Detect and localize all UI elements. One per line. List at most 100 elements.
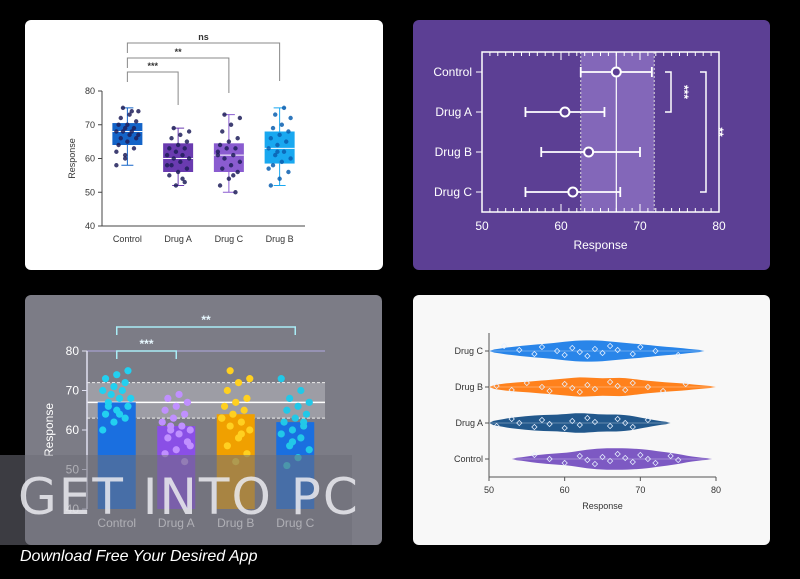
data-point xyxy=(305,446,313,454)
data-point xyxy=(270,125,276,131)
data-point xyxy=(682,380,689,388)
data-point xyxy=(122,125,128,131)
significance-bracket xyxy=(126,57,230,93)
x-tick-label: 60 xyxy=(554,219,568,233)
data-point xyxy=(125,122,130,127)
data-point xyxy=(553,347,561,355)
data-point xyxy=(113,371,121,379)
data-point xyxy=(136,109,141,114)
data-point xyxy=(279,159,285,165)
data-point xyxy=(172,446,180,454)
data-point xyxy=(99,386,107,395)
data-point xyxy=(286,169,291,175)
data-point xyxy=(273,112,278,117)
data-point xyxy=(178,132,183,138)
data-point xyxy=(178,159,183,165)
data-point xyxy=(234,379,243,387)
data-point xyxy=(107,390,115,399)
data-point xyxy=(538,383,546,391)
data-point xyxy=(226,422,234,430)
data-point xyxy=(561,424,568,432)
data-point xyxy=(235,169,240,175)
data-point xyxy=(120,129,126,134)
mean-marker xyxy=(583,146,595,158)
data-point xyxy=(297,386,305,395)
data-point xyxy=(659,387,667,395)
significance-label: ns xyxy=(198,32,209,42)
data-point xyxy=(237,418,245,426)
data-point xyxy=(546,455,553,463)
data-point xyxy=(215,152,221,158)
data-point xyxy=(217,183,223,188)
x-tick-label: 80 xyxy=(711,485,721,495)
watermark-banner xyxy=(0,455,352,545)
data-point xyxy=(104,402,112,410)
data-point xyxy=(118,115,123,121)
data-point xyxy=(569,344,576,352)
x-tick-label: 60 xyxy=(560,485,570,495)
data-point xyxy=(115,394,124,402)
data-point xyxy=(531,451,538,459)
data-point xyxy=(516,346,523,354)
data-point xyxy=(268,136,274,141)
data-point xyxy=(184,139,190,144)
watermark-tagline: Download Free Your Desired App xyxy=(20,548,258,565)
data-point xyxy=(218,414,226,422)
data-point xyxy=(164,152,170,158)
data-point xyxy=(182,179,187,185)
data-point xyxy=(644,455,652,463)
data-point xyxy=(131,146,137,151)
y-tick-label: 70 xyxy=(85,120,95,130)
data-point xyxy=(569,417,576,425)
mean-marker xyxy=(559,106,571,118)
data-point xyxy=(233,146,238,151)
box-drug-c xyxy=(213,143,244,172)
significance-bracket xyxy=(126,71,179,105)
significance-bracket xyxy=(116,326,296,335)
y-tick-label: 70 xyxy=(66,384,80,398)
violin-plot-chart: 50 60 70 80 Response Drug C Drug B Drug A Contro… xyxy=(454,333,721,511)
data-point xyxy=(294,402,302,410)
data-point xyxy=(222,112,227,117)
data-point xyxy=(300,418,308,426)
data-point xyxy=(281,105,287,111)
data-point xyxy=(288,156,293,161)
data-point xyxy=(288,438,297,446)
significance-label: ** xyxy=(175,47,183,57)
data-point xyxy=(99,426,107,434)
data-point xyxy=(284,139,289,144)
data-point xyxy=(591,460,599,468)
data-point xyxy=(591,418,599,426)
data-point xyxy=(266,146,271,151)
data-point xyxy=(172,402,180,410)
data-point xyxy=(167,146,172,151)
significance-bracket xyxy=(116,350,177,359)
data-point xyxy=(173,183,179,188)
data-point xyxy=(124,367,132,375)
data-point xyxy=(277,176,282,181)
data-point xyxy=(167,426,175,434)
data-point xyxy=(243,394,251,402)
data-point xyxy=(167,173,172,178)
y-tick-label: Drug B xyxy=(455,382,483,392)
data-point xyxy=(538,416,546,424)
data-point xyxy=(629,458,636,466)
data-point xyxy=(622,454,629,462)
data-point xyxy=(531,350,538,358)
x-tick-label: Drug B xyxy=(266,234,294,244)
data-point xyxy=(118,136,123,141)
data-point xyxy=(121,379,129,387)
data-point xyxy=(591,385,599,393)
significance-bracket xyxy=(665,71,672,113)
x-tick-label: Drug A xyxy=(164,234,192,244)
data-point xyxy=(644,383,652,391)
data-point xyxy=(576,421,583,429)
data-point xyxy=(546,420,553,428)
data-point xyxy=(226,139,232,144)
data-point xyxy=(302,410,311,418)
data-point xyxy=(217,142,223,148)
y-tick-label: 50 xyxy=(85,187,95,197)
data-point xyxy=(224,146,229,151)
y-tick-label: 60 xyxy=(85,154,95,164)
data-point xyxy=(622,419,629,427)
